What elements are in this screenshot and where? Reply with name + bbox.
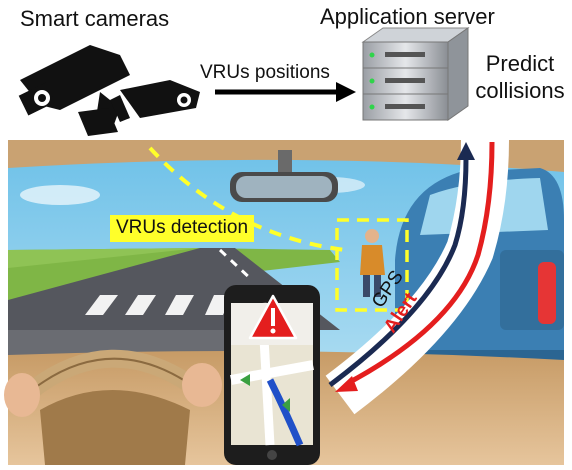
pedestrian-icon [360, 229, 385, 297]
predict-collisions-label: Predict collisions [475, 51, 565, 103]
server-rack-icon [361, 27, 470, 121]
crosswalk [85, 295, 232, 315]
rearview-mirror [230, 150, 338, 202]
communication-channel [325, 139, 509, 415]
server-label: Application server [320, 4, 495, 29]
gps-arrow [328, 157, 469, 387]
alert-arrow [348, 141, 495, 385]
cameras-label: Smart cameras [20, 6, 170, 31]
vru-positions-label: VRUs positions [200, 62, 330, 83]
security-camera-icon [18, 45, 200, 136]
steering-wheel [4, 349, 222, 465]
warning-triangle-icon [248, 294, 298, 340]
vru-detection-label: VRUs detection [110, 215, 255, 242]
